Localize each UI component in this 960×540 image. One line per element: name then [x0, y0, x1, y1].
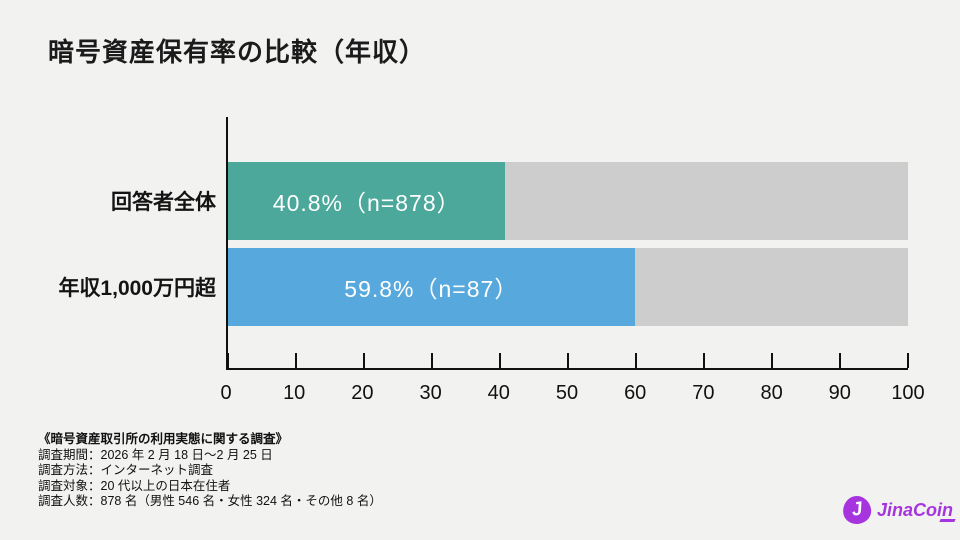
footnote-line-method: 調査方法：インターネット調査	[38, 463, 214, 477]
x-axis-tick-label-10: 10	[283, 382, 306, 404]
brand-logo-wordmark: JinaCoin	[877, 499, 954, 520]
x-axis-tick-label-0: 0	[220, 382, 232, 404]
x-axis-tick-20	[363, 353, 365, 368]
x-axis-tick-50	[567, 353, 569, 368]
x-axis-tick-80	[771, 353, 773, 368]
x-axis-tick-40	[499, 353, 501, 368]
bar-value-label-0: 40.8%（n=878）	[272, 190, 461, 216]
x-axis-tick-label-70: 70	[692, 382, 715, 404]
chart-title: 暗号資産保有率の比較（年収）	[48, 37, 427, 67]
brand-logo: J JinaCoin	[841, 494, 956, 526]
bar-track-0: 40.8%（n=878）	[228, 162, 908, 240]
x-axis-tick-labels: 0 10 20 30 40 50 60 70 80 90 100	[220, 382, 924, 406]
plot-area: 40.8%（n=878） 59.8%（n=87）	[226, 117, 909, 370]
x-axis-tick-70	[703, 353, 705, 368]
footnote-line-count: 調査人数：878 名（男性 546 名・女性 324 名・その他 8 名）	[38, 494, 382, 508]
footnote-line-target: 調査対象：20 代以上の日本在住者	[38, 478, 231, 493]
survey-footnote: 《暗号資産取引所の利用実態に関する調査》 調査期間：2026 年 2 月 18 …	[38, 432, 382, 510]
x-axis-tick-100	[907, 353, 909, 368]
x-axis-tick-60	[635, 353, 637, 368]
x-axis-tick-30	[431, 353, 433, 368]
x-axis-tick-label-60: 60	[624, 382, 647, 404]
bar-track-1: 59.8%（n=87）	[228, 248, 908, 326]
x-axis-tick-90	[839, 353, 841, 368]
x-axis-tick-0	[227, 353, 229, 368]
category-label-1: 年収1,000万円超	[58, 277, 216, 300]
x-axis-tick-label-90: 90	[828, 382, 851, 404]
logo-underline	[939, 518, 956, 522]
x-axis-tick-label-50: 50	[555, 382, 579, 404]
bar-fill-0: 40.8%（n=878）	[228, 162, 506, 240]
brand-logo-text: JinaCoin	[877, 499, 956, 522]
footnote-line-period: 調査期間：2026 年 2 月 18 日～2 月 25 日	[38, 447, 273, 462]
footnote-title: 《暗号資産取引所の利用実態に関する調査》	[38, 432, 289, 446]
bar-value-label-1: 59.8%（n=87）	[344, 276, 519, 302]
category-label-0: 回答者全体	[111, 191, 216, 214]
x-axis-tick-label-100: 100	[891, 382, 925, 404]
x-axis-tick-label-80: 80	[760, 382, 783, 404]
bar-fill-1: 59.8%（n=87）	[228, 248, 635, 326]
jinacoin-logo-icon: J	[841, 494, 873, 526]
x-axis-tick-label-30: 30	[419, 382, 442, 404]
x-axis-tick-label-40: 40	[487, 382, 510, 404]
x-axis-tick-10	[295, 353, 297, 368]
x-axis-tick-label-20: 20	[351, 382, 374, 404]
